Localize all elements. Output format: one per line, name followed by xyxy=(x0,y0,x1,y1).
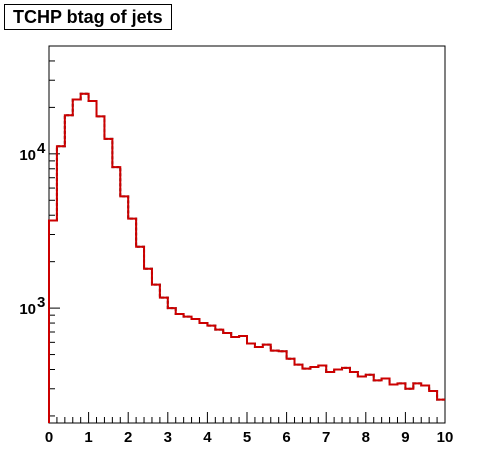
x-tick-label: 8 xyxy=(362,429,370,446)
histogram-series xyxy=(48,92,445,423)
histogram-dashed-line xyxy=(48,92,445,423)
y-tick-exponent: 4 xyxy=(37,140,46,157)
x-tick-label: 1 xyxy=(84,429,92,446)
x-axis-ticks: 0 1 2 3 4 5 6 7 8 9 10 xyxy=(45,412,454,446)
x-tick-label: 4 xyxy=(203,429,212,446)
x-tick-label: 9 xyxy=(401,429,409,446)
chart-title: TCHP btag of jets xyxy=(4,4,172,30)
y-tick-label: 10 xyxy=(19,147,36,164)
x-tick-label: 3 xyxy=(164,429,172,446)
x-tick-label: 7 xyxy=(322,429,330,446)
y-tick-exponent: 3 xyxy=(37,294,45,311)
x-tick-label: 5 xyxy=(243,429,251,446)
plot-frame xyxy=(48,45,446,424)
x-tick-label: 10 xyxy=(437,429,454,446)
x-tick-label: 0 xyxy=(45,429,53,446)
y-tick-label: 10 xyxy=(19,301,36,318)
x-tick-label: 6 xyxy=(282,429,290,446)
histogram-solid-line xyxy=(48,92,445,423)
x-tick-label: 2 xyxy=(124,429,132,446)
